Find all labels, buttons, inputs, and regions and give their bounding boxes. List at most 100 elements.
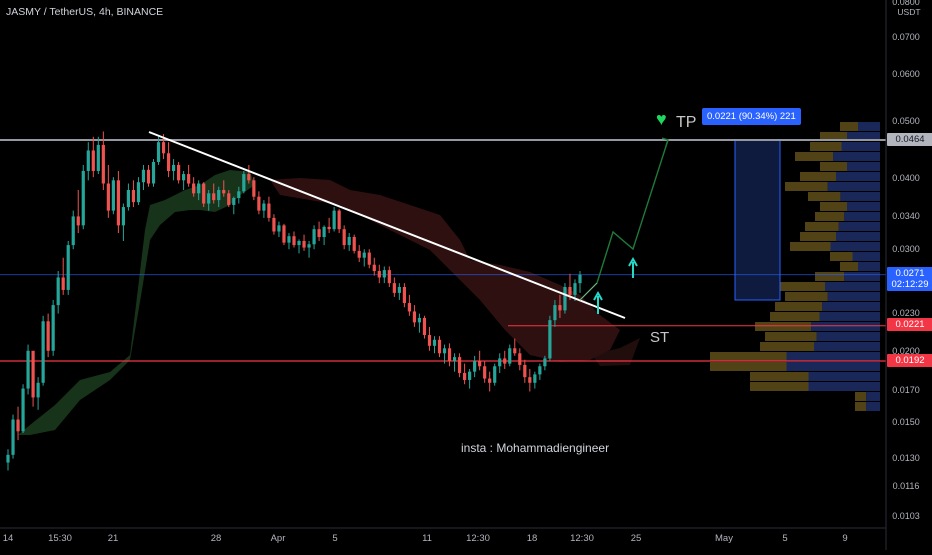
candle-body — [447, 348, 452, 361]
price-box-00271: 0.0271 02:12:29 — [887, 267, 932, 291]
candle-body — [81, 170, 85, 226]
candle-body — [442, 348, 447, 354]
vp-bar-buy — [852, 252, 880, 261]
candle-body — [6, 454, 10, 463]
drawings — [148, 131, 669, 319]
candle-body — [131, 190, 136, 203]
candle-body — [262, 203, 266, 211]
vp-bar-buy — [836, 232, 880, 241]
vp-bar-buy — [838, 222, 880, 231]
y-tick-label: 0.0150 — [892, 417, 920, 427]
y-tick-label: 0.0500 — [892, 116, 920, 126]
vp-bar-buy — [833, 152, 880, 161]
y-tick-label: 0.0600 — [892, 69, 920, 79]
candle-body — [462, 373, 467, 380]
near-path — [579, 282, 598, 301]
candle-body — [372, 264, 376, 272]
price-box-00192: 0.0192 — [887, 354, 932, 367]
candle-body — [382, 270, 386, 278]
vp-bar-buy — [830, 242, 880, 251]
x-tick-label: Apr — [271, 533, 286, 544]
candle-body — [232, 198, 236, 205]
candle-body — [437, 339, 442, 354]
vp-bar-sell — [795, 152, 834, 161]
candle-body — [342, 229, 346, 246]
candle-body — [347, 237, 351, 246]
candle-body — [533, 374, 537, 383]
candle-body — [217, 190, 221, 201]
symbol-title: JASMY / TetherUS, 4h, BINANCE — [6, 6, 164, 18]
candle-body — [538, 366, 542, 375]
candle-body — [26, 350, 30, 389]
candle-body — [548, 320, 552, 359]
vp-bar-buy — [844, 272, 880, 281]
candle-body — [387, 270, 391, 284]
candle-body — [56, 277, 60, 306]
candle-body — [212, 193, 216, 201]
candle-body — [272, 217, 276, 232]
x-tick-label: May — [715, 533, 733, 544]
candle-body — [357, 250, 361, 258]
vp-bar-buy — [866, 402, 880, 411]
candle-body — [267, 203, 271, 218]
x-tick-label: 12:30 — [466, 533, 490, 544]
candle-body — [397, 286, 401, 293]
vp-bar-buy — [819, 312, 880, 321]
vp-bar-buy — [814, 342, 880, 351]
cloud-red — [270, 178, 620, 362]
vp-bar-buy — [827, 292, 880, 301]
vp-bar-sell — [710, 352, 787, 361]
y-tick-label: 0.0103 — [892, 511, 920, 521]
candle-body — [483, 366, 487, 379]
candle-body — [111, 180, 115, 211]
vp-bar-sell — [820, 162, 847, 171]
measure-label: 0.0221 (90.34%) 221 — [702, 108, 801, 125]
candle-body — [61, 277, 65, 290]
candle-body — [192, 183, 196, 194]
candle-body — [573, 283, 577, 295]
vp-bar-buy — [822, 302, 880, 311]
candle-body — [452, 357, 457, 361]
candle-body — [568, 286, 572, 295]
price-box-value: 0.0271 — [895, 268, 925, 279]
candle-body — [222, 190, 226, 194]
candle-body — [21, 388, 25, 432]
vp-bar-sell — [760, 342, 814, 351]
candle-body — [36, 382, 40, 398]
arrow-up-2-head — [628, 256, 638, 267]
vp-bar-sell — [750, 372, 809, 381]
candle-body — [513, 348, 517, 354]
cloud-red-tail — [592, 338, 640, 366]
candle-body — [76, 216, 80, 226]
vp-bar-sell — [780, 282, 825, 291]
candle-body — [282, 225, 286, 243]
y-tick-label: 0.0116 — [893, 481, 920, 491]
projection-arrowhead — [661, 137, 669, 147]
candle-body — [432, 339, 437, 346]
candle-body — [161, 142, 166, 154]
candle-body — [31, 350, 35, 398]
candle-body — [322, 226, 326, 238]
candle-body — [312, 229, 316, 245]
candle-body — [503, 358, 507, 364]
candle-body — [176, 164, 181, 181]
vp-bar-sell — [800, 172, 836, 181]
vp-bar-sell — [815, 272, 845, 281]
axes: 0.0800 0.0700 0.0600 0.0500 0.0400 0.0340 0.03… — [0, 0, 921, 550]
candle-body — [136, 182, 141, 203]
vp-bar-buy — [808, 382, 880, 391]
x-tick-label: 5 — [332, 533, 337, 544]
vp-bar-sell — [805, 222, 839, 231]
candle-body — [367, 252, 371, 265]
y-tick-label: 0.0230 — [892, 308, 920, 318]
vp-bar-sell — [785, 292, 828, 301]
candle-body — [126, 190, 131, 208]
candle-body — [237, 191, 241, 199]
tp-label: TP — [676, 114, 697, 131]
x-tick-label: 28 — [211, 533, 222, 544]
candle-body — [473, 361, 477, 372]
price-box-value: 0.0221 — [895, 319, 925, 330]
vp-bar-sell — [855, 392, 867, 401]
